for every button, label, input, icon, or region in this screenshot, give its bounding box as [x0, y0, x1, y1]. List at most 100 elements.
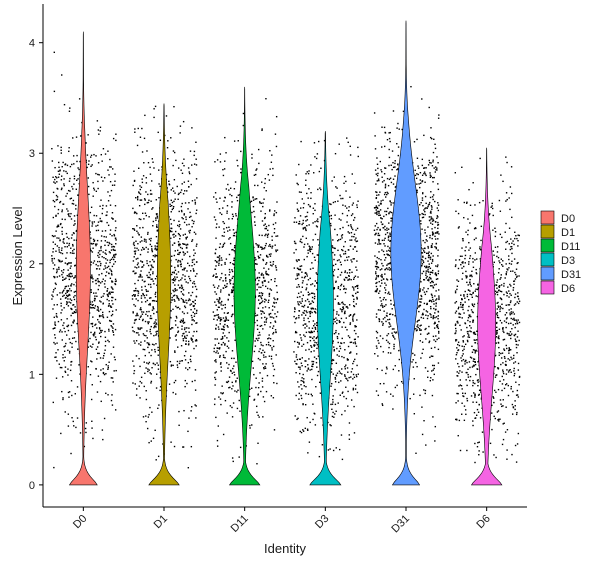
data-point [133, 228, 135, 230]
data-point [102, 204, 104, 207]
data-point [109, 291, 111, 293]
data-point [68, 288, 71, 290]
data-point [257, 255, 260, 258]
data-point [132, 228, 134, 230]
data-point [384, 268, 387, 270]
data-point [381, 223, 384, 225]
data-point [432, 335, 435, 338]
data-point [221, 392, 224, 395]
data-point [150, 380, 153, 383]
data-point [421, 433, 424, 436]
data-point [138, 192, 141, 194]
data-point [115, 280, 117, 282]
data-point [296, 277, 299, 280]
data-point [259, 348, 261, 350]
data-point [174, 235, 177, 237]
data-point [231, 350, 234, 352]
data-point [90, 250, 92, 252]
data-point [113, 255, 115, 257]
data-point [307, 279, 310, 281]
data-point [216, 223, 218, 225]
data-point [269, 150, 271, 152]
data-point [110, 269, 112, 272]
data-point [216, 201, 218, 203]
data-point [227, 347, 230, 349]
data-point [295, 242, 297, 245]
data-point [62, 241, 64, 243]
data-point [107, 169, 109, 171]
data-point [111, 246, 113, 248]
data-point [100, 262, 102, 265]
data-point [232, 283, 235, 285]
data-point [195, 312, 198, 314]
data-point [293, 252, 295, 254]
data-point [268, 334, 270, 336]
data-point [172, 308, 174, 310]
data-point [423, 389, 425, 391]
data-point [190, 337, 192, 339]
data-point [55, 271, 58, 274]
data-point [393, 331, 396, 333]
data-point [332, 340, 334, 342]
data-point [177, 259, 180, 262]
data-point [437, 209, 440, 212]
data-point [301, 300, 304, 302]
data-point [196, 243, 198, 245]
data-point [100, 335, 102, 338]
data-point [63, 103, 66, 106]
data-point [260, 210, 262, 212]
data-point [142, 226, 144, 229]
data-point [310, 344, 312, 347]
data-point [173, 242, 176, 244]
data-point [59, 239, 61, 241]
data-point [416, 321, 418, 323]
data-point [63, 294, 65, 297]
data-point [392, 161, 394, 164]
data-point [438, 332, 440, 334]
data-point [59, 169, 61, 171]
data-point [181, 285, 183, 287]
data-point [266, 374, 269, 377]
data-point [388, 254, 391, 257]
data-point [156, 362, 158, 364]
data-point [73, 232, 75, 235]
data-point [213, 274, 215, 276]
data-point [421, 216, 424, 219]
data-point [182, 294, 185, 296]
data-point [252, 199, 255, 201]
data-point [175, 339, 177, 341]
data-point [225, 381, 228, 383]
data-point [433, 339, 435, 341]
data-point [386, 193, 388, 196]
data-point [275, 354, 277, 356]
data-point [300, 397, 303, 400]
data-point [59, 366, 62, 369]
data-point [257, 334, 259, 337]
data-point [436, 324, 439, 326]
data-point [187, 430, 189, 433]
data-point [64, 287, 66, 290]
data-point [430, 216, 432, 218]
data-point [52, 191, 55, 194]
data-point [173, 179, 176, 181]
data-point [265, 233, 267, 236]
data-point [143, 294, 145, 297]
data-point [351, 271, 353, 274]
data-point [157, 229, 159, 232]
data-point [419, 340, 421, 342]
data-point [273, 306, 276, 308]
data-point [56, 237, 58, 239]
data-point [169, 229, 171, 232]
data-point [133, 250, 136, 253]
data-point [70, 247, 72, 249]
data-point [77, 178, 79, 180]
data-point [429, 271, 432, 273]
data-point [192, 286, 194, 288]
data-point [352, 318, 354, 321]
data-point [184, 202, 187, 204]
data-point [187, 340, 190, 343]
data-point [435, 242, 438, 245]
data-point [212, 284, 215, 286]
data-point [335, 186, 337, 188]
data-point [97, 265, 99, 267]
